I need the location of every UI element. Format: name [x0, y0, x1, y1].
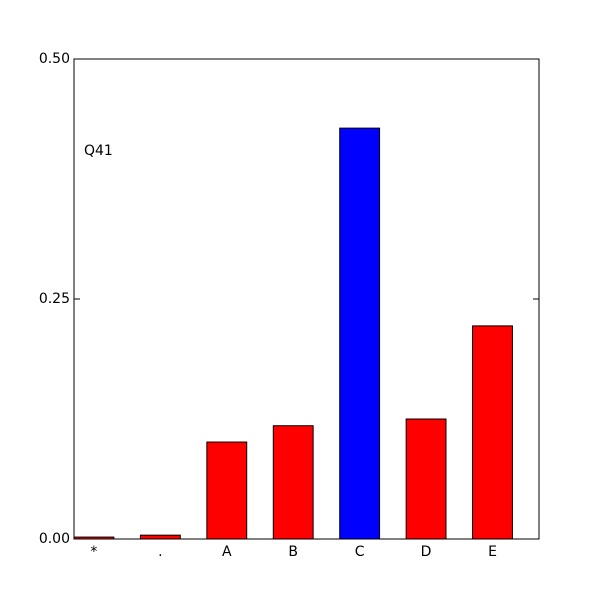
x-tick-label: D: [421, 544, 432, 560]
bar: [272, 425, 314, 540]
bar: [405, 418, 447, 540]
annotation: Q41: [84, 143, 113, 159]
bar: [339, 127, 381, 540]
y-tick-label: 0.50: [39, 51, 70, 67]
bar: [206, 441, 248, 540]
x-tick-label: B: [288, 544, 298, 560]
x-tick-label: C: [355, 544, 365, 560]
bar: [472, 325, 513, 540]
x-tick-label: *: [90, 544, 97, 560]
x-tick-label: .: [158, 544, 162, 560]
y-tick-label: 0.00: [39, 531, 70, 547]
x-tick-label: A: [222, 544, 232, 560]
x-tick-label: E: [488, 544, 497, 560]
bar: [139, 534, 181, 540]
y-tick-label: 0.25: [39, 291, 70, 307]
